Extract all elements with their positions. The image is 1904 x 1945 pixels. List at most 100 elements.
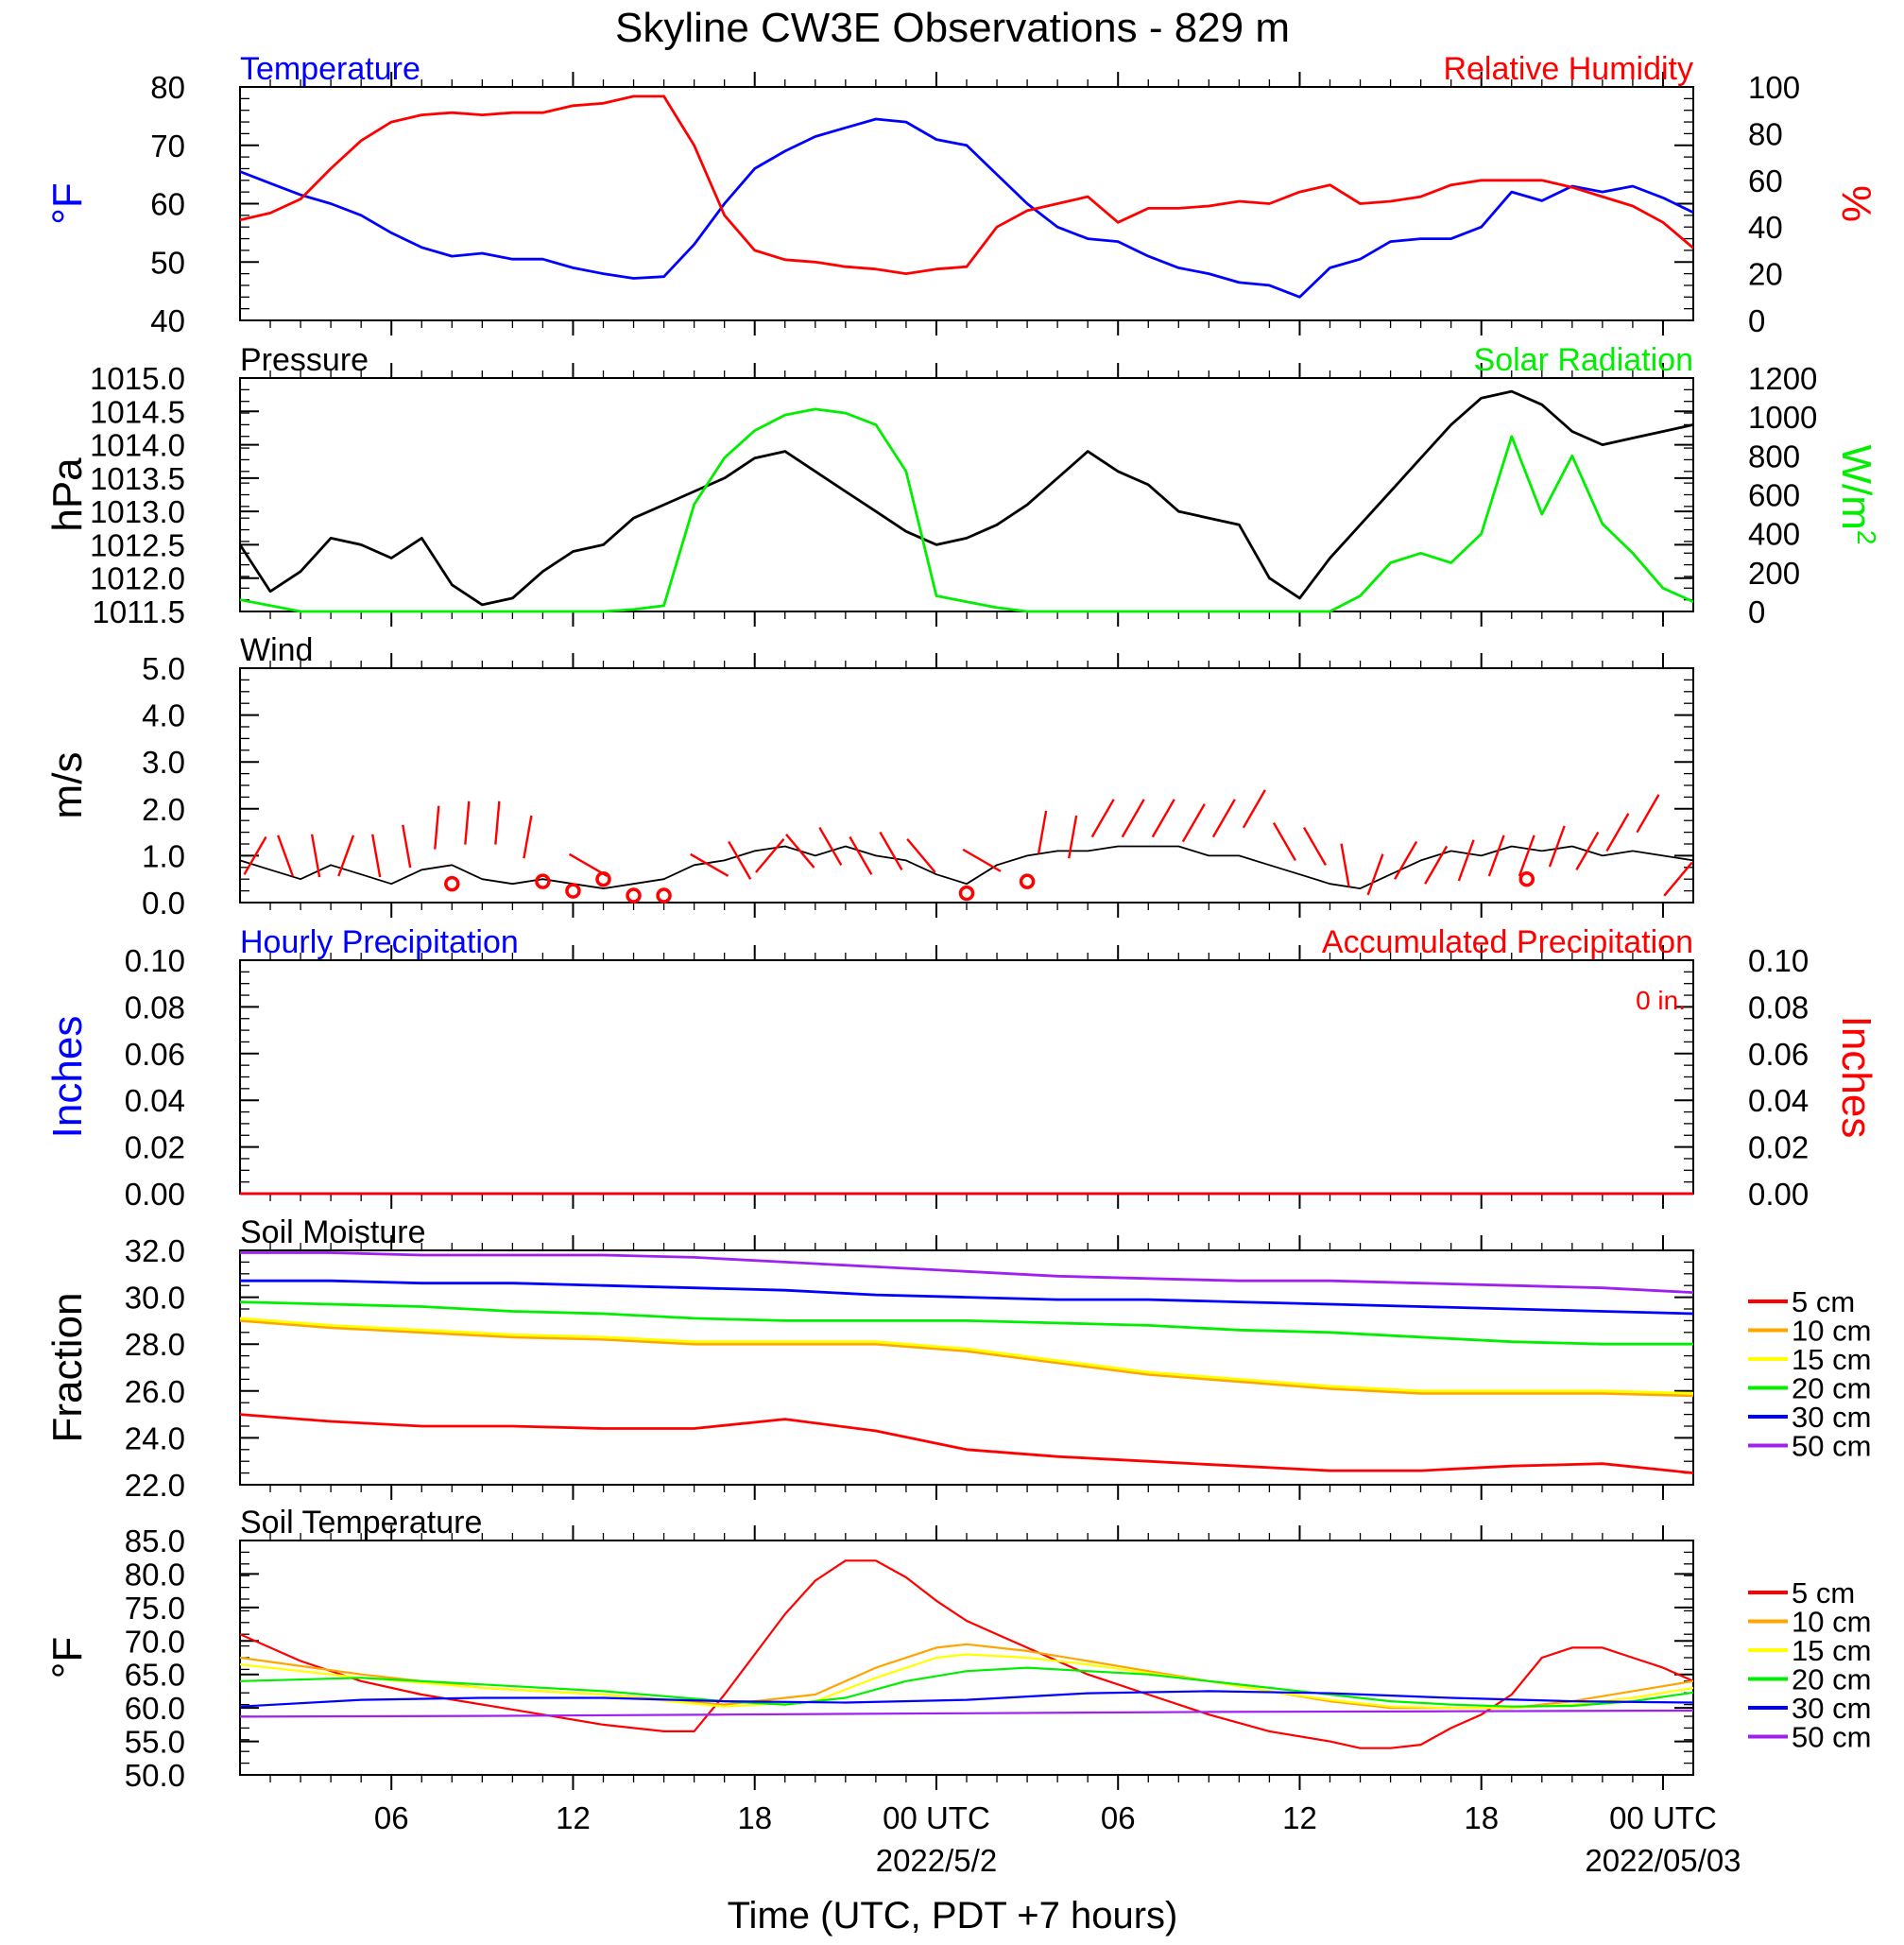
panel-title-left: Pressure [240,342,369,378]
y-tick-label: 3.0 [142,745,185,780]
wind-barb [310,834,321,878]
y-tick-label: 0.04 [125,1083,185,1118]
wind-barb [818,826,843,866]
accumulated-precip-value: 0 in. [1636,986,1686,1015]
y-right-tick-label: 60 [1748,164,1783,198]
y-right-tick-label: 800 [1748,439,1800,473]
y-tick-label: 1014.5 [90,394,185,429]
wind-barb [1181,803,1206,843]
calm-marker [1019,873,1036,889]
legend-label: 5 cm [1792,1285,1855,1318]
wind-barb [906,838,936,873]
panel-title-left: Temperature [240,51,420,87]
y-tick-label: 0.02 [125,1130,185,1165]
calm-marker [535,873,551,889]
panel-title-right: Solar Radiation [1474,342,1693,378]
x-tick-label: 12 [556,1800,591,1835]
y-tick-label: 1011.5 [93,594,185,629]
y-tick-label: 60 [150,187,185,222]
x-tick-label: 00 UTC [1609,1800,1717,1835]
y-right-tick-label: 0.02 [1748,1130,1809,1165]
wind-barb [434,805,440,850]
y-right-tick-label: 0.00 [1748,1177,1809,1212]
wind-barb [1487,835,1505,877]
calm-marker [1518,870,1535,887]
y-right-tick-label: 40 [1748,210,1783,245]
wind-barb [1211,799,1236,838]
wind-barb [1121,799,1145,838]
calm-marker [444,875,460,892]
y-tick-label: 28.0 [125,1327,185,1362]
series-relative-humidity [239,95,1694,275]
legend-label: 50 cm [1792,1721,1871,1754]
x-date-label: 2022/5/2 [876,1843,997,1878]
panel-title-right: Relative Humidity [1443,51,1693,87]
legend-label: 5 cm [1792,1576,1855,1609]
y-tick-label: 0.00 [125,1177,185,1212]
y-tick-label: 1012.0 [90,561,185,596]
y-right-tick-label: 0 [1748,594,1765,629]
calm-marker [626,887,642,904]
panel-wind: 0.0 1.0 2.0 3.0 4.0 5.0 Wind m/s [44,632,1694,921]
wind-barb [1575,831,1600,870]
series-30-cm [240,1279,1694,1316]
y-tick-label: 0.06 [125,1037,185,1072]
calm-marker [656,887,672,904]
y-tick-label: 30.0 [125,1281,185,1316]
wind-barb [494,800,501,845]
plot-frame [239,86,1694,321]
y-axis-label: hPa [44,457,91,532]
panel-title-left: Hourly Precipitation [240,924,519,960]
series-wind-barbs [243,789,1693,897]
y-tick-label: 1015.0 [90,361,185,396]
y-tick-label: 70 [150,129,185,164]
y-tick-label: 80.0 [125,1557,185,1592]
x-date-label: 2022/05/03 [1585,1843,1741,1878]
legend-label: 10 cm [1792,1315,1871,1348]
y-tick-label: 1013.0 [90,494,185,529]
x-tick-label: 06 [1101,1800,1136,1835]
y-tick-label: 85.0 [125,1523,185,1558]
calm-marker [958,885,975,902]
panel-title-left: Wind [240,632,313,668]
y-tick-label: 50.0 [125,1758,185,1793]
y-axis-right-label: % [1833,185,1879,222]
series-15-cm [239,1317,1694,1395]
wind-barb [1424,845,1449,885]
wind-barb [785,834,815,869]
legend-label: 20 cm [1792,1372,1871,1405]
y-right-tick-label: 100 [1748,70,1800,105]
y-axis-right-label-sup: 2 [1852,530,1881,545]
wind-barb [1151,799,1175,838]
chart-title: Skyline CW3E Observations - 829 m [615,5,1290,51]
y-tick-label: 1.0 [142,838,185,873]
y-tick-label: 32.0 [125,1233,185,1268]
series-50-cm [239,1709,1694,1718]
series-30-cm [239,1690,1694,1708]
y-tick-label: 55.0 [125,1725,185,1760]
panel-precip: 0.00 0.02 0.04 0.06 0.08 0.10 0.00 0.02 0.04 0.06… [44,924,1879,1212]
y-tick-label: 1014.0 [90,428,185,463]
y-tick-label: 0.10 [125,943,185,978]
wind-barb [728,840,752,880]
panel-temp_rh: 40 50 60 70 80 0 20 40 60 80 100 Temperature Relativ… [44,51,1879,338]
x-tick-label: 00 UTC [883,1800,990,1835]
y-tick-label: 22.0 [125,1468,185,1503]
y-right-tick-label: 20 [1748,257,1783,292]
series-calm [444,870,1535,904]
y-axis-label: °F [44,182,91,224]
plot-frame [239,1540,1694,1776]
wind-barb [1340,843,1350,887]
wind-barb [1518,835,1535,877]
series-temperature [239,117,1694,299]
x-axis: 06 12 18 00 UTC 2022/5/2 06 12 18 00 UTC 2022/05/… [374,1800,1741,1878]
series-pressure [238,389,1694,607]
y-right-tick-label: 400 [1748,517,1800,552]
x-tick-label: 12 [1282,1800,1317,1835]
y-axis-label: m/s [44,752,91,819]
y-tick-label: 4.0 [142,698,185,733]
wind-barb [402,824,412,869]
y-right-tick-label: 0.04 [1748,1083,1809,1118]
